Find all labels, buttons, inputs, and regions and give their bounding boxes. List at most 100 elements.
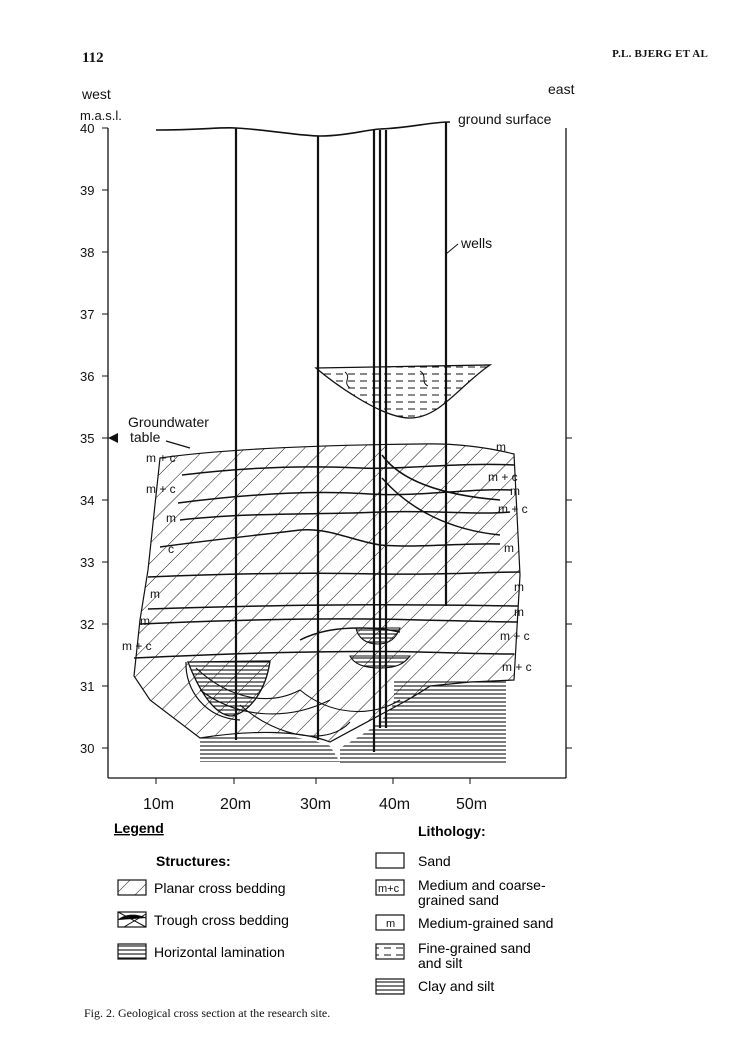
y-tick: 40 (80, 121, 108, 136)
svg-text:36: 36 (80, 369, 94, 384)
clay-swatch (375, 978, 405, 995)
m-swatch (375, 914, 405, 931)
well-lines (234, 122, 448, 752)
lithology-code: m + c (500, 629, 530, 643)
structures-title: Structures: (156, 853, 231, 869)
x-tick: 40m (379, 778, 410, 813)
fine-sand-swatch (375, 943, 405, 960)
y-tick: 38 (80, 245, 108, 260)
groundwater-table-arrow (108, 433, 118, 443)
mc-swatch (375, 879, 405, 896)
lithology-code: m + c (488, 470, 518, 484)
clay-silt-mid (340, 700, 394, 764)
y-tick: 33 (80, 555, 108, 570)
y-axis-ticks: 40 39 38 37 36 35 34 33 32 31 30 (80, 121, 108, 756)
lens-inner-lines (344, 370, 429, 389)
groundwater-label-line1: Groundwater (128, 414, 209, 430)
svg-text:10m: 10m (143, 796, 174, 813)
lithology-code: m (510, 484, 520, 498)
ground-surface-line (155, 121, 451, 137)
ground-surface-label: ground surface (458, 111, 552, 127)
axes-frame (107, 128, 567, 779)
svg-text:20m: 20m (220, 796, 251, 813)
groundwater-label-line2: table (130, 429, 161, 445)
fine-sand-silt-lens (314, 364, 493, 419)
mid-lamination-lens (355, 627, 401, 645)
wells-label: wells (460, 235, 492, 251)
trough-swatch (117, 911, 147, 928)
svg-text:40m: 40m (379, 796, 410, 813)
east-label: east (548, 81, 575, 97)
lithology-code: c (168, 542, 174, 556)
lithology-code: m (150, 587, 160, 601)
lithology-code: m + c (146, 482, 176, 496)
y-tick: 30 (80, 741, 108, 756)
sand-label: Sand (418, 853, 451, 869)
x-tick: 30m (300, 778, 331, 813)
svg-text:38: 38 (80, 245, 94, 260)
trough-outline (185, 661, 241, 721)
lithology-code: m (514, 580, 524, 594)
horizontal-lamination-trough (187, 660, 271, 717)
svg-text:37: 37 (80, 307, 94, 322)
lithology-code: m + c (498, 502, 528, 516)
trough-label: Trough cross bedding (154, 912, 289, 928)
planar-label: Planar cross bedding (154, 880, 286, 896)
y-tick: 39 (80, 183, 108, 198)
running-head: P.L. BJERG ET AL (612, 48, 708, 60)
y-tick: 37 (80, 307, 108, 322)
lamination-swatch (117, 943, 147, 960)
lithology-code: m + c (502, 660, 532, 674)
figure-caption: Fig. 2. Geological cross section at the … (84, 1006, 331, 1020)
x-tick: 20m (220, 778, 251, 813)
mc-label-1: Medium and coarse- (418, 877, 546, 893)
y-tick: 32 (80, 617, 108, 632)
y-tick: 34 (80, 493, 108, 508)
fine-label-2: and silt (418, 955, 462, 971)
x-tick: 50m (456, 778, 487, 813)
sand-swatch (375, 852, 405, 869)
clay-silt-bottom-left (200, 734, 340, 762)
wells-leader (445, 243, 459, 255)
svg-text:31: 31 (80, 679, 94, 694)
left-lithology-codes: m + c m + c m c m m m + c (122, 451, 176, 653)
lithology-code: m + c (122, 639, 152, 653)
fine-label-1: Fine-grained sand (418, 940, 531, 956)
mc-label-2: grained sand (418, 892, 499, 908)
lithology-code: m (514, 605, 524, 619)
lithology-code: m (140, 614, 150, 628)
svg-text:32: 32 (80, 617, 94, 632)
svg-text:33: 33 (80, 555, 94, 570)
lamination-label: Horizontal lamination (154, 944, 285, 960)
right-lithology-codes: m m + c m m + c m m m m + c m + c (488, 440, 532, 674)
clay-label: Clay and silt (418, 978, 494, 994)
mc-swatch-label: m+c (378, 883, 400, 895)
svg-text:30: 30 (80, 741, 94, 756)
x-axis-ticks: 10m 20m 30m 40m 50m (143, 778, 487, 813)
svg-text:30m: 30m (300, 796, 331, 813)
lithology-code: m + c (146, 451, 176, 465)
west-label: west (81, 86, 111, 102)
m-label: Medium-grained sand (418, 915, 553, 931)
svg-text:40: 40 (80, 121, 94, 136)
lithology-title: Lithology: (418, 823, 486, 839)
y-tick: 36 (80, 369, 108, 384)
legend-title: Legend (114, 820, 164, 836)
lithology-code: m (496, 440, 506, 454)
y-tick: 35 (80, 431, 108, 446)
svg-text:34: 34 (80, 493, 94, 508)
m-swatch-label: m (386, 918, 395, 930)
y-axis-label: m.a.s.l. (80, 108, 122, 123)
x-tick: 10m (143, 778, 174, 813)
lithology-code: m (504, 541, 514, 555)
svg-text:50m: 50m (456, 796, 487, 813)
planar-swatch (117, 879, 147, 896)
svg-text:35: 35 (80, 431, 94, 446)
page-number: 112 (82, 50, 104, 66)
clay-silt-bottom-right (394, 680, 506, 764)
geological-cross-section: west east m.a.s.l. 40 39 38 37 36 35 34 … (80, 81, 575, 995)
groundwater-leader (165, 440, 191, 449)
right-axis-ticks (566, 437, 572, 749)
svg-text:39: 39 (80, 183, 94, 198)
lithology-code: m (166, 511, 176, 525)
